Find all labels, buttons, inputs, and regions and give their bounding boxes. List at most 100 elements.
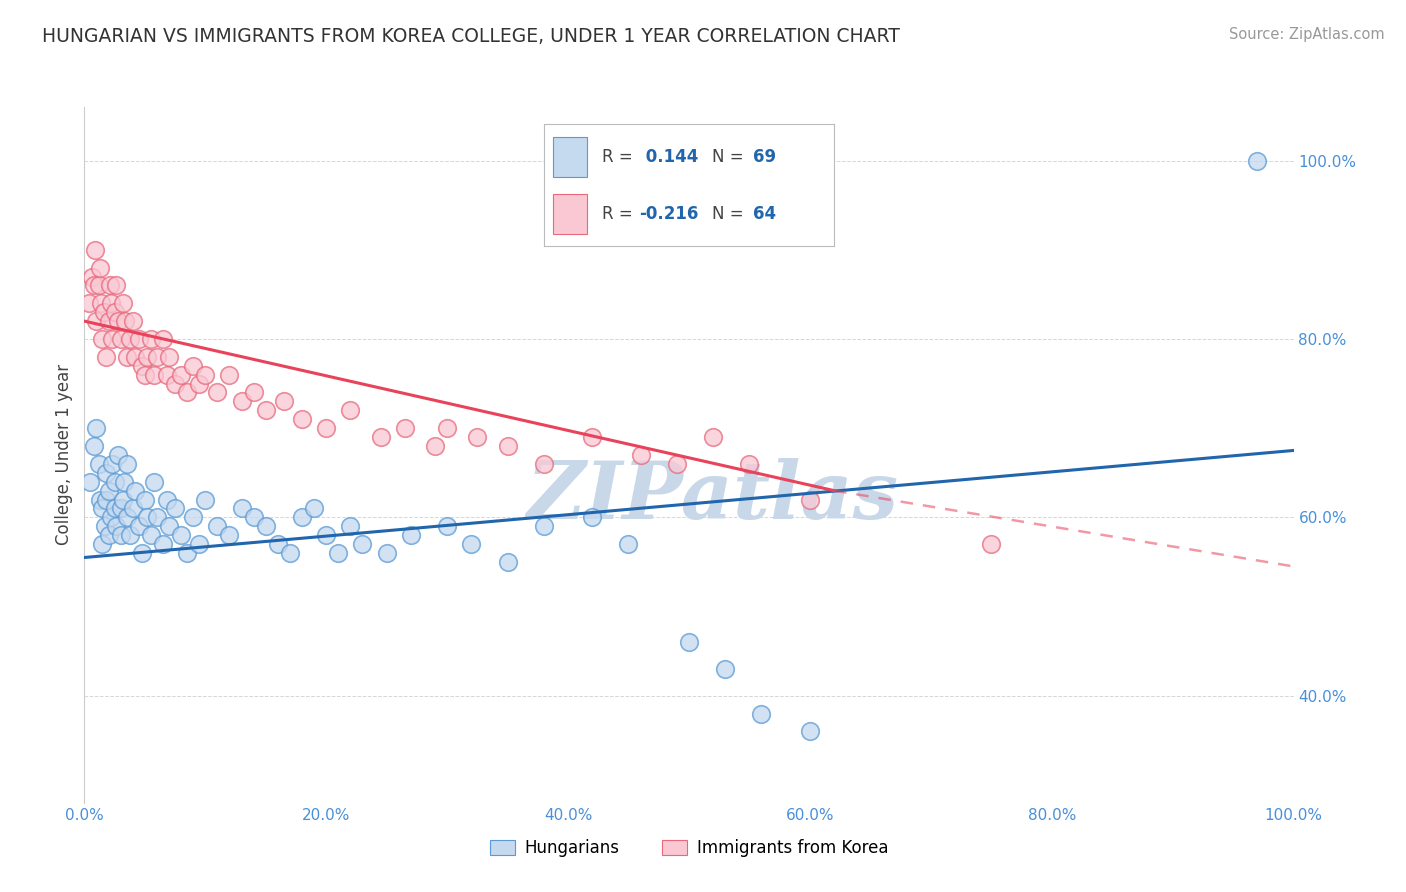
Point (104, 501, 127, 516)
Point (207, 519, 229, 533)
Text: Source: ZipAtlas.com: Source: ZipAtlas.com (1229, 27, 1385, 42)
Point (131, 546, 153, 560)
Point (134, 368, 156, 382)
Point (157, 350, 180, 364)
Point (702, 430, 724, 444)
Point (218, 528, 240, 542)
Point (93, 305, 115, 319)
Point (665, 457, 688, 471)
Point (104, 475, 127, 489)
Point (98, 278, 121, 293)
Point (120, 528, 142, 542)
Point (302, 501, 325, 516)
Point (339, 519, 361, 533)
Point (94, 492, 117, 507)
Point (194, 492, 217, 507)
Point (112, 475, 135, 489)
Point (110, 501, 132, 516)
Point (97, 483, 120, 498)
Point (678, 635, 700, 649)
Point (101, 332, 124, 346)
Point (101, 457, 124, 471)
Point (617, 537, 640, 551)
Point (84, 243, 107, 257)
Point (291, 510, 314, 524)
Point (86, 421, 108, 435)
Point (143, 368, 166, 382)
Point (273, 394, 295, 409)
Point (467, 430, 489, 444)
Point (1246, 153, 1268, 168)
Point (104, 305, 127, 319)
Point (87, 457, 110, 471)
Point (112, 296, 135, 310)
Point (100, 296, 122, 310)
Point (143, 475, 166, 489)
Point (170, 528, 193, 542)
Point (155, 492, 177, 507)
Point (436, 519, 458, 533)
Y-axis label: College, Under 1 year: College, Under 1 year (55, 364, 73, 546)
Point (134, 492, 156, 507)
Point (163, 501, 186, 516)
Point (980, 537, 1002, 551)
Point (291, 412, 314, 426)
Point (94, 466, 117, 480)
Point (152, 332, 174, 346)
Point (86, 314, 108, 328)
Point (115, 350, 138, 364)
Point (242, 510, 264, 524)
Point (110, 332, 132, 346)
Point (97, 314, 120, 328)
Point (152, 537, 174, 551)
Point (254, 403, 277, 417)
Point (94, 519, 117, 533)
Point (751, 706, 773, 721)
Point (120, 332, 142, 346)
Point (181, 359, 204, 373)
Point (194, 368, 217, 382)
Point (124, 350, 146, 364)
Point (104, 519, 127, 533)
Point (94, 350, 117, 364)
Point (218, 368, 240, 382)
Point (114, 314, 136, 328)
Point (799, 724, 821, 739)
Point (370, 430, 392, 444)
Point (231, 394, 253, 409)
Point (399, 528, 422, 542)
Point (496, 555, 519, 569)
Point (738, 457, 761, 471)
Point (394, 421, 416, 435)
Point (146, 510, 169, 524)
Point (91, 537, 114, 551)
Point (460, 537, 482, 551)
Point (315, 421, 337, 435)
Point (170, 368, 193, 382)
Point (155, 368, 177, 382)
Point (139, 528, 162, 542)
Point (91, 501, 114, 516)
Point (121, 501, 143, 516)
Point (124, 483, 146, 498)
Point (77, 296, 100, 310)
Point (107, 448, 129, 462)
Point (163, 376, 186, 391)
Point (714, 662, 737, 676)
Point (100, 510, 122, 524)
Point (90, 296, 112, 310)
Point (97, 528, 120, 542)
Point (231, 501, 253, 516)
Point (315, 528, 337, 542)
Point (181, 510, 204, 524)
Point (375, 546, 398, 560)
Point (436, 421, 458, 435)
Point (128, 332, 150, 346)
Point (328, 546, 350, 560)
Point (121, 314, 143, 328)
Point (89, 260, 111, 275)
Text: ZIPatlas: ZIPatlas (527, 458, 900, 535)
Point (799, 492, 821, 507)
Point (131, 359, 153, 373)
Point (157, 519, 180, 533)
